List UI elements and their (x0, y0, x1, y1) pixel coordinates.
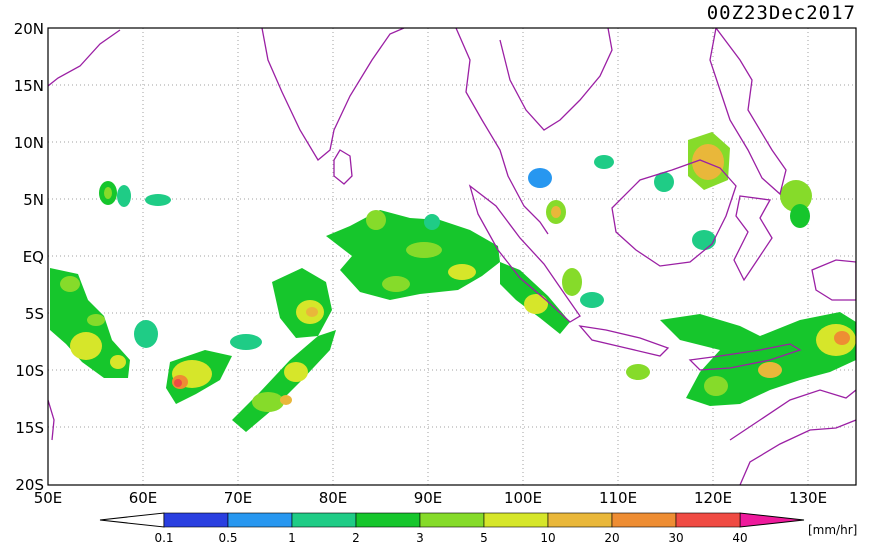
colorbar-segment (547, 512, 613, 528)
precip-cell (252, 392, 284, 412)
precip-cell (406, 242, 442, 258)
colorbar-tick-label: 0.5 (218, 531, 237, 544)
precip-cell (524, 294, 548, 314)
latitude-labels: 20N 15N 10N 5N EQ 5S 10S 15S 20S (14, 20, 44, 494)
colorbar-tick-label: 3 (416, 531, 424, 544)
precip-cell (134, 320, 158, 348)
lon-label: 120E (694, 489, 732, 507)
colorbar-segment (483, 512, 549, 528)
precip-cell (654, 172, 674, 192)
precip-cell (174, 379, 182, 387)
coastlines (48, 28, 856, 485)
lat-label: 15S (15, 419, 44, 437)
precip-cell (528, 168, 552, 188)
precip-cell (284, 362, 308, 382)
lon-label: 80E (319, 489, 348, 507)
colorbar-tick-label: 5 (480, 531, 488, 544)
map-frame (47, 27, 857, 486)
precip-cell (790, 204, 810, 228)
precip-cell (87, 314, 105, 326)
precip-cell (104, 187, 112, 199)
precip-cell (280, 395, 292, 405)
precipitation-areas (50, 132, 856, 432)
colorbar-low-arrow (99, 512, 165, 528)
lon-label: 50E (34, 489, 63, 507)
colorbar-tick-label: 20 (604, 531, 619, 544)
lon-label: 100E (504, 489, 542, 507)
precip-cell (594, 155, 614, 169)
precip-cell (562, 268, 582, 296)
lat-label: 10N (14, 134, 44, 152)
colorbar-tick-label: 2 (352, 531, 360, 544)
precip-cell (692, 144, 724, 180)
precip-cell (110, 355, 126, 369)
precip-cell (448, 264, 476, 280)
precip-cell (580, 292, 604, 308)
precip-cell (626, 364, 650, 380)
precip-cell (551, 206, 561, 218)
lat-label: 15N (14, 77, 44, 95)
precip-cell (306, 307, 318, 317)
precip-cell (382, 276, 410, 292)
colorbar-segment (355, 512, 421, 528)
lat-label: 20S (15, 476, 44, 494)
precip-cell (230, 334, 262, 350)
precip-cell (70, 332, 102, 360)
precip-cell (117, 185, 131, 207)
colorbar-high-arrow (739, 512, 805, 528)
precip-cell (704, 376, 728, 396)
lat-label: 20N (14, 20, 44, 38)
colorbar-tick-label: 30 (668, 531, 683, 544)
colorbar: 0.1 0.5 1 2 3 5 10 20 30 40 (99, 512, 805, 544)
lon-label: 130E (789, 489, 827, 507)
colorbar-segment (163, 512, 229, 528)
map-title: 00Z23Dec2017 (706, 2, 856, 24)
colorbar-unit-label: [mm/hr] (808, 523, 857, 537)
lon-label: 70E (224, 489, 253, 507)
precip-cell (758, 362, 782, 378)
precip-cell (834, 331, 850, 345)
colorbar-segment (227, 512, 293, 528)
lat-label: 5S (25, 305, 44, 323)
precip-cell (366, 210, 386, 230)
colorbar-segment (611, 512, 677, 528)
lat-label: EQ (23, 248, 44, 266)
precip-cell (692, 230, 716, 250)
colorbar-tick-label: 0.1 (154, 531, 173, 544)
precip-cell (780, 180, 812, 212)
precip-cell (145, 194, 171, 206)
lat-label: 5N (23, 191, 44, 209)
lon-label: 60E (129, 489, 158, 507)
colorbar-segment (291, 512, 357, 528)
lat-label: 10S (15, 362, 44, 380)
colorbar-tick-label: 1 (288, 531, 296, 544)
precip-cell (424, 214, 440, 230)
precip-cell (60, 276, 80, 292)
lon-label: 90E (414, 489, 443, 507)
colorbar-tick-label: 40 (732, 531, 747, 544)
lon-label: 110E (599, 489, 637, 507)
colorbar-segment (419, 512, 485, 528)
longitude-labels: 50E 60E 70E 80E 90E 100E 110E 120E 130E (34, 489, 827, 507)
colorbar-segment (675, 512, 741, 528)
colorbar-tick-label: 10 (540, 531, 555, 544)
